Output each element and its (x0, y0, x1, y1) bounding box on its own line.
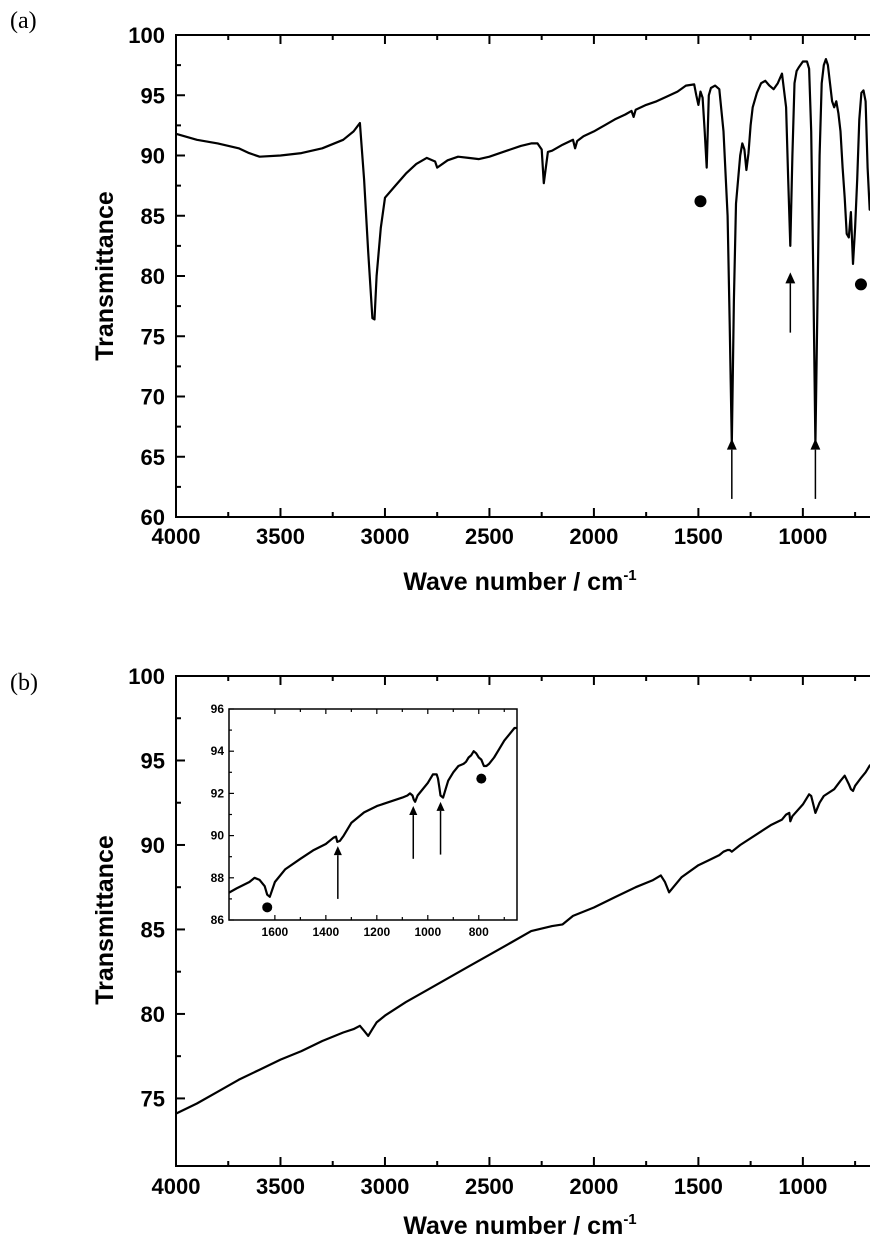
panel-b-x-tick-label: 1000 (778, 1174, 827, 1199)
inset-y-tick-label: 94 (211, 744, 225, 758)
panel-a-y-ticks: 60 65 70 75 80 85 90 95 100 (128, 23, 185, 530)
panel-b-y-axis-label: Transmittance (91, 835, 119, 1005)
panel-a-y-tick-label: 90 (141, 144, 165, 169)
inset-series (228, 726, 517, 898)
panel-b-inset: 1600 1400 1200 1000 800 86 88 90 92 94 96 (211, 702, 518, 939)
inset-x-tick-label: 1200 (363, 925, 390, 939)
panel-b-y-tick-label: 90 (141, 833, 165, 858)
panel-a-arrow-head (785, 272, 796, 284)
panel-a-x-tick-label: 1500 (674, 524, 723, 549)
panel-a-y-tick-label: 65 (141, 445, 165, 470)
inset-x-ticks: 1600 1400 1200 1000 800 (262, 709, 505, 939)
inset-y-tick-label: 88 (211, 871, 225, 885)
panel-a-x-tick-label: 3000 (360, 524, 409, 549)
panel-a-y-tick-label: 80 (141, 264, 165, 289)
inset-y-tick-label: 86 (211, 913, 225, 927)
panel-a-x-tick-label: 4000 (152, 524, 201, 549)
panel-b: (b) 4000 3500 3000 2500 2000 1500 1000 75 80 85 9… (10, 664, 870, 1240)
panel-b-x-axis-label: Wave number / cm-1 (403, 1211, 636, 1240)
inset-y-tick-label: 96 (211, 702, 225, 716)
panel-a-x-tick-label: 2500 (465, 524, 514, 549)
inset-series-line-0 (228, 726, 517, 898)
panel-b-x-tick-label: 3500 (256, 1174, 305, 1199)
inset-peak-dot (262, 902, 273, 913)
inset-x-tick-label: 1400 (312, 925, 339, 939)
inset-x-tick-label: 800 (469, 925, 489, 939)
panel-a-arrow-head (810, 438, 821, 450)
inset-arrow-head (333, 846, 342, 856)
panel-a-series (175, 57, 870, 446)
panel-b-x-tick-label: 2000 (569, 1174, 618, 1199)
panel-a-x-ticks: 4000 3500 3000 2500 2000 1500 1000 (152, 35, 857, 549)
panel-a-y-axis-label: Transmittance (91, 191, 119, 361)
inset-y-tick-label: 92 (211, 786, 225, 800)
panel-b-y-tick-label: 100 (128, 664, 165, 689)
panel-b-y-tick-label: 85 (141, 917, 165, 942)
panel-a-x-axis-label: Wave number / cm-1 (403, 567, 636, 596)
panel-b-y-tick-label: 95 (141, 748, 165, 773)
panel-b-y-tick-label: 80 (141, 1002, 165, 1027)
panel-a-annotations (694, 195, 867, 499)
panel-b-plot-frame (175, 675, 870, 1167)
panel-a-y-tick-label: 100 (128, 23, 165, 48)
panel-a-y-tick-label: 75 (141, 324, 165, 349)
panel-a-y-tick-label: 70 (141, 385, 165, 410)
inset-x-tick-label: 1600 (262, 925, 289, 939)
panel-a-x-tick-label: 2000 (569, 524, 618, 549)
inset-peak-dot (476, 773, 487, 784)
panel-a-x-axis-label-main: Wave number / cm (403, 568, 623, 596)
panel-a-label: (a) (10, 8, 37, 34)
inset-x-tick-label: 1000 (414, 925, 441, 939)
panel-b-series (175, 763, 870, 1115)
panel-a-y-tick-label: 60 (141, 505, 165, 530)
panel-a-peak-dot (854, 278, 867, 291)
inset-y-tick-label: 90 (211, 829, 225, 843)
inset-arrow-head (436, 801, 445, 811)
panel-a-y-tick-label: 95 (141, 83, 165, 108)
panel-b-x-tick-label: 4000 (152, 1174, 201, 1199)
panel-b-x-tick-label: 2500 (465, 1174, 514, 1199)
inset-annotations (262, 773, 487, 913)
panel-a-arrow-head (726, 438, 737, 450)
panel-a-plot-frame (175, 34, 870, 518)
panel-a: (a) 4000 3500 3000 2500 2000 1500 1000 60 65 70 7… (10, 8, 870, 596)
panel-a-x-tick-label: 3500 (256, 524, 305, 549)
panel-b-series-line-0 (175, 763, 870, 1115)
inset-background (229, 709, 517, 920)
panel-a-x-tick-label: 1000 (778, 524, 827, 549)
panel-b-label: (b) (10, 670, 38, 696)
panel-b-y-tick-label: 75 (141, 1086, 165, 1111)
panel-a-peak-dot (694, 195, 707, 208)
inset-arrow-head (409, 806, 418, 816)
panel-a-series-line-0 (175, 57, 870, 446)
panel-b-x-tick-label: 1500 (674, 1174, 723, 1199)
panel-b-x-ticks: 4000 3500 3000 2500 2000 1500 1000 (152, 676, 857, 1199)
panel-a-x-axis-label-sup: -1 (623, 567, 636, 584)
panel-b-x-axis-label-sup: -1 (623, 1211, 636, 1228)
panel-b-y-ticks: 75 80 85 90 95 100 (128, 664, 185, 1111)
inset-y-ticks: 86 88 90 92 94 96 (211, 702, 234, 927)
panel-b-x-axis-label-main: Wave number / cm (403, 1212, 623, 1240)
panel-b-x-tick-label: 3000 (360, 1174, 409, 1199)
panel-a-y-tick-label: 85 (141, 204, 165, 229)
